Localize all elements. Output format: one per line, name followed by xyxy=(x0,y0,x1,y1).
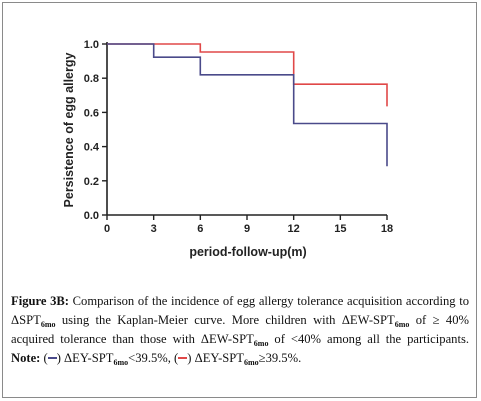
figure-label: Figure 3B: xyxy=(11,294,69,308)
caption-sub-4: 6mo xyxy=(113,358,129,367)
x-tick-label: 0 xyxy=(104,223,110,235)
chart-axes: 0 3 6 9 12 15 18 0.0 0.2 0.4 0.6 0.8 1.0 xyxy=(84,39,393,235)
x-tick-label: 3 xyxy=(151,223,157,235)
caption-sub-2: 6mo xyxy=(394,320,410,329)
series-line-1 xyxy=(107,43,388,107)
legend-swatch-blue xyxy=(47,357,57,360)
y-tick-label: 0.8 xyxy=(84,73,99,85)
kaplan-meier-chart: 0 3 6 9 12 15 18 0.0 0.2 0.4 0.6 0.8 1.0 Persistence… xyxy=(62,39,393,259)
chart-series xyxy=(107,43,388,167)
caption-sub-3: 6mo xyxy=(253,339,269,348)
x-axis-label: period-follow-up(m) xyxy=(189,245,306,259)
figure-caption: Figure 3B: Comparison of the incidence o… xyxy=(11,292,469,368)
x-tick-label: 18 xyxy=(381,223,393,235)
y-axis-label: Persistence of egg allergy xyxy=(62,52,76,207)
legend-swatch-red xyxy=(178,357,188,360)
y-tick-label: 0.0 xyxy=(84,210,99,222)
caption-sub-5: 6mo xyxy=(243,358,259,367)
y-tick-label: 1.0 xyxy=(84,39,99,51)
caption-text-7: <39.5%, ( xyxy=(128,351,179,365)
figure-frame xyxy=(2,2,477,398)
caption-sub-1: 6mo xyxy=(40,320,56,329)
caption-text-6: ) ΔEY-SPT xyxy=(56,351,114,365)
y-tick-label: 0.4 xyxy=(84,142,100,154)
caption-text-9: ≥39.5%. xyxy=(258,351,302,365)
y-tick-label: 0.6 xyxy=(84,107,99,119)
x-tick-label: 9 xyxy=(244,223,250,235)
caption-text-4: of <40% among all the participants. xyxy=(268,332,470,346)
caption-text-2: using the Kaplan-Meier curve. More child… xyxy=(55,313,395,327)
y-tick-label: 0.2 xyxy=(84,176,99,188)
caption-text-5: ( xyxy=(40,351,48,365)
note-label: Note: xyxy=(11,351,41,365)
caption-text-3: of ≥ 40% acquired tolerance than those w… xyxy=(11,313,470,346)
caption-text-8: ) ΔEY-SPT xyxy=(187,351,244,365)
series-line-2 xyxy=(107,43,388,167)
x-tick-label: 15 xyxy=(334,223,346,235)
caption-text-1: Comparison of the incidence of egg aller… xyxy=(11,294,470,327)
x-tick-label: 12 xyxy=(288,223,300,235)
x-tick-label: 6 xyxy=(197,223,203,235)
